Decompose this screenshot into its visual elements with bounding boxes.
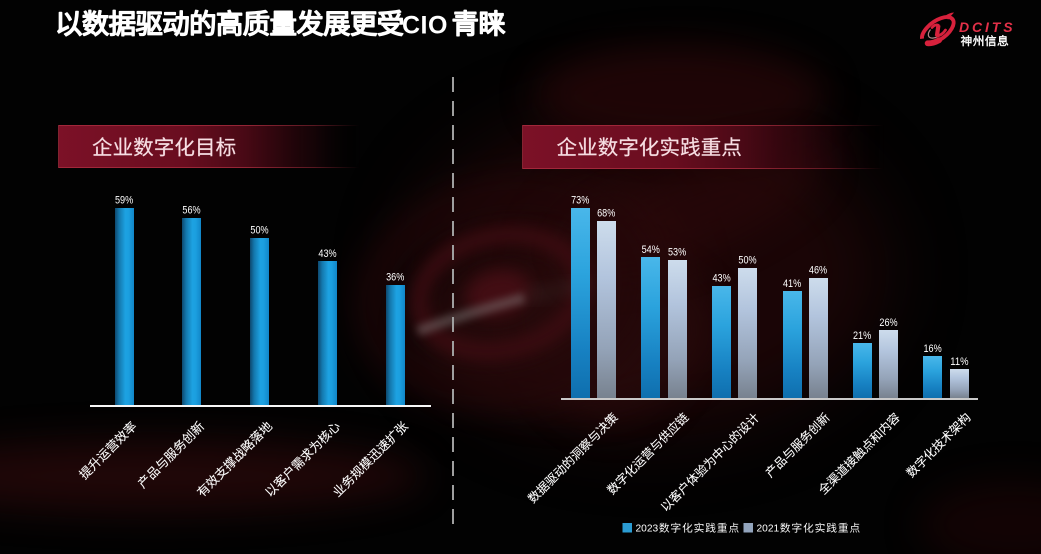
svg-text:56%: 56% [182,205,201,217]
svg-text:16%: 16% [924,343,943,355]
svg-text:43%: 43% [318,248,337,260]
svg-text:2023: 2023 [636,524,659,535]
svg-text:41%: 41% [783,278,802,290]
svg-text:50%: 50% [738,254,757,266]
svg-text:CIO: CIO [402,12,448,40]
svg-text:21%: 21% [853,330,872,342]
svg-text:36%: 36% [386,271,405,283]
svg-text:43%: 43% [713,273,732,285]
svg-text:59%: 59% [115,194,134,206]
svg-text:DCITS: DCITS [959,19,1016,35]
svg-text:46%: 46% [809,265,828,277]
svg-text:53%: 53% [668,247,687,259]
svg-text:2021: 2021 [757,524,780,535]
svg-text:73%: 73% [571,194,590,206]
svg-text:50%: 50% [250,225,269,237]
svg-text:68%: 68% [597,207,616,219]
svg-text:54%: 54% [642,244,661,256]
svg-text:11%: 11% [950,356,969,368]
svg-text:26%: 26% [879,317,898,329]
